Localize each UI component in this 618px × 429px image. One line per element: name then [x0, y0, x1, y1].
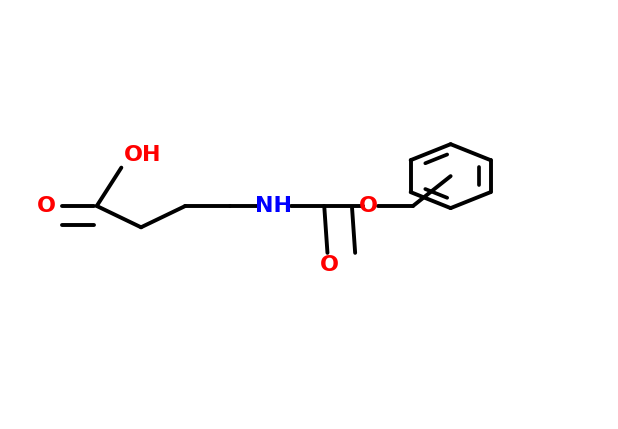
- Text: O: O: [36, 196, 56, 216]
- Text: OH: OH: [124, 145, 161, 166]
- Text: O: O: [359, 196, 378, 216]
- Text: O: O: [320, 255, 339, 275]
- Text: NH: NH: [255, 196, 292, 216]
